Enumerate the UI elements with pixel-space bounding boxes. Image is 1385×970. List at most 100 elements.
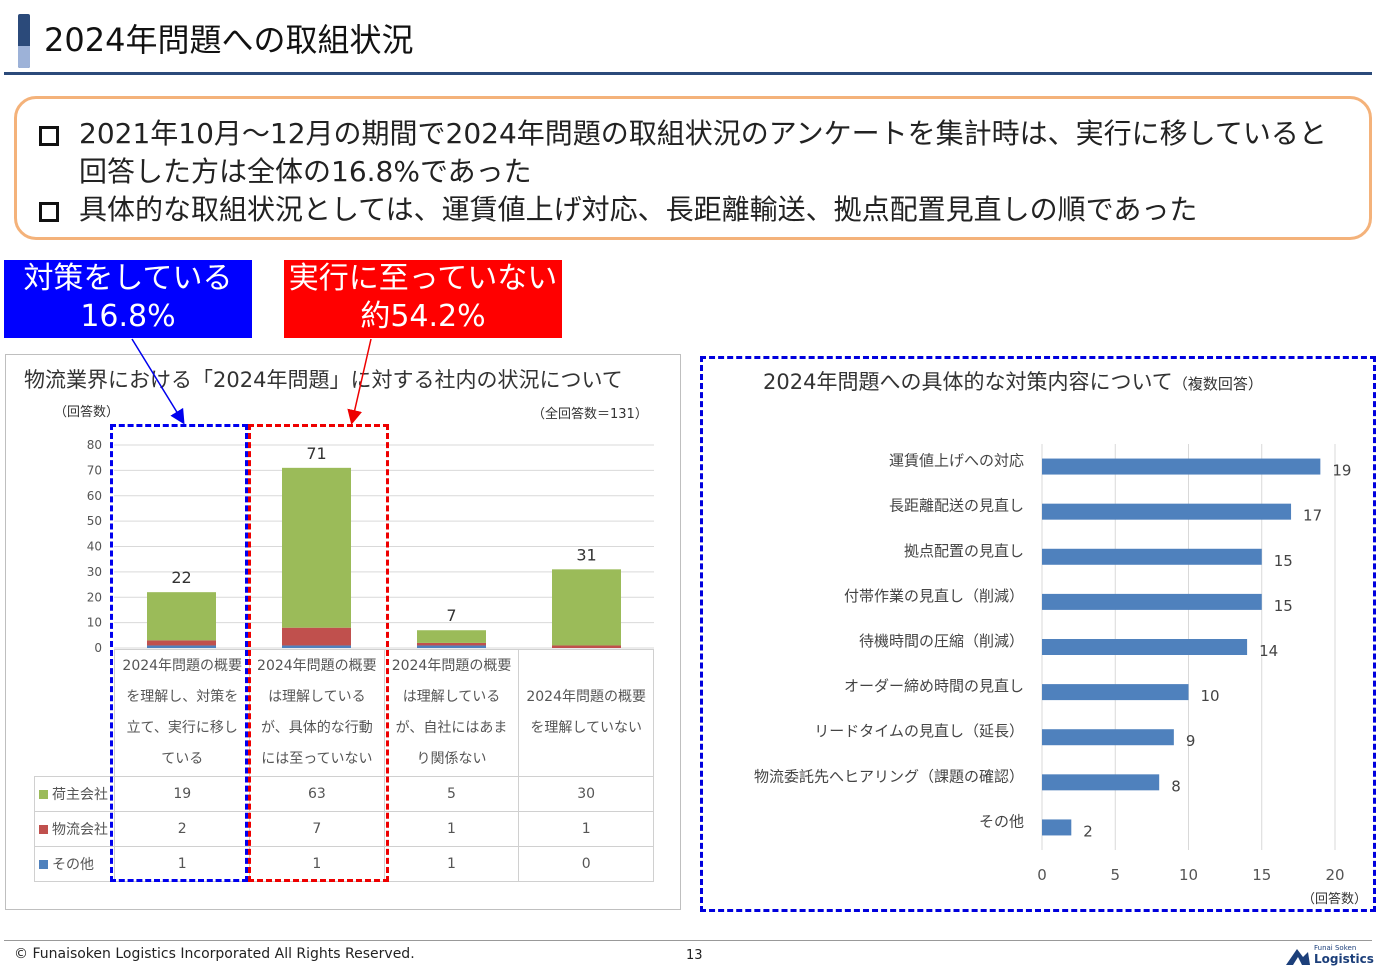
category-label-line: が、自社にはあま bbox=[395, 720, 508, 736]
category-label-line: ている bbox=[161, 751, 204, 767]
category-label: 物流委託先へヒアリング（課題の確認） bbox=[754, 767, 1024, 785]
bar-total-label: 71 bbox=[306, 444, 326, 463]
title-accent-bar bbox=[18, 14, 30, 68]
y-tick-label: 0 bbox=[94, 641, 102, 655]
category-label: 付帯作業の見直し（削減） bbox=[844, 587, 1024, 605]
brand-main-text: Logistics bbox=[1314, 952, 1374, 966]
title-underline bbox=[4, 72, 1372, 75]
bar-total-label: 22 bbox=[171, 568, 191, 587]
bar-segment bbox=[552, 645, 621, 648]
arrow-red bbox=[347, 338, 372, 425]
table-cell-value: 1 bbox=[249, 846, 385, 882]
series-legend: 物流会社 bbox=[33, 811, 116, 847]
category-label: 2024年問題の概要 は理解している が、自社にはあま り関係ない bbox=[383, 649, 520, 777]
category-label-line: 2024年問題の概要 bbox=[526, 689, 646, 705]
callout-not-executed: 実行に至っていない 約54.2% bbox=[284, 260, 562, 338]
bar bbox=[1042, 548, 1262, 565]
table-cell-value: 30 bbox=[518, 776, 654, 812]
summary-box: 2021年10月～12月の期間で2024年問題の取組状況のアンケートを集計時は、… bbox=[14, 96, 1372, 240]
legend-swatch bbox=[39, 860, 48, 869]
y-tick-label: 50 bbox=[87, 514, 102, 528]
summary-bullet-text: 具体的な取組状況としては、運賃値上げ対応、長距離輸送、拠点配置見直しの順であった bbox=[79, 193, 1198, 226]
series-name: その他 bbox=[52, 857, 94, 873]
bar bbox=[1042, 639, 1248, 655]
category-label: 2024年問題の概要 を理解していない bbox=[518, 649, 654, 777]
category-label: 2024年問題の概要 は理解している が、具体的な行動 には至っていない bbox=[249, 649, 385, 777]
bar-value-label: 19 bbox=[1332, 462, 1351, 480]
copyright: © Funaisoken Logistics Incorporated All … bbox=[14, 946, 415, 962]
x-tick-label: 20 bbox=[1325, 866, 1344, 884]
y-tick-label: 60 bbox=[87, 489, 102, 503]
category-label-line: を理解し、対策を bbox=[126, 689, 239, 705]
bar-total-label: 31 bbox=[576, 545, 596, 564]
right-chart-title-text: 2024年問題への具体的な対策内容について bbox=[763, 370, 1173, 394]
bar bbox=[1042, 819, 1072, 836]
legend-swatch bbox=[39, 790, 48, 799]
y-tick-label: 20 bbox=[87, 590, 102, 604]
series-legend: その他 bbox=[33, 846, 116, 882]
bar-segment bbox=[417, 645, 486, 648]
category-label-line: は理解している bbox=[402, 689, 501, 705]
square-bullet-icon bbox=[39, 202, 59, 222]
bar-segment bbox=[552, 569, 621, 646]
arrow-blue bbox=[131, 338, 185, 425]
table-cell-value: 19 bbox=[114, 776, 251, 812]
logo-mark-icon bbox=[1286, 949, 1310, 965]
y-tick-label: 70 bbox=[87, 463, 102, 477]
category-label-line: 立て、実行に移し bbox=[126, 720, 238, 736]
table-row: 荷主会社 19 63 5 30 bbox=[33, 776, 654, 812]
footer-rule bbox=[4, 940, 1372, 941]
table-cell-value: 1 bbox=[114, 846, 251, 882]
bar-segment bbox=[147, 592, 216, 641]
bar bbox=[1042, 458, 1321, 475]
category-label: その他 bbox=[979, 812, 1024, 830]
y-tick-label: 40 bbox=[87, 540, 102, 554]
bar-value-label: 10 bbox=[1201, 687, 1220, 705]
bar-segment bbox=[282, 645, 351, 648]
bar-value-label: 14 bbox=[1259, 642, 1278, 660]
brand-logo: Funai Soken Logistics bbox=[1284, 942, 1374, 968]
bar-segment bbox=[417, 630, 486, 643]
x-tick-label: 0 bbox=[1037, 866, 1047, 884]
callout-taking-measures: 対策をしている 16.8% bbox=[4, 260, 252, 338]
page-title: 2024年問題への取組状況 bbox=[44, 21, 414, 59]
y-tick-label: 10 bbox=[87, 616, 102, 630]
category-label: リードタイムの見直し（延長） bbox=[814, 722, 1024, 740]
left-chart-title: 物流業界における「2024年問題」に対する社内の状況について bbox=[24, 368, 623, 392]
category-label-line: は理解している bbox=[268, 689, 366, 705]
right-chart-panel bbox=[700, 356, 1376, 912]
highlight-frame-red bbox=[248, 424, 389, 882]
right-chart-title-note: （複数回答） bbox=[1172, 375, 1263, 393]
brand-small-text: Funai Soken bbox=[1314, 944, 1357, 952]
x-tick-label: 10 bbox=[1179, 866, 1198, 884]
bar-value-label: 15 bbox=[1274, 552, 1293, 570]
category-label-line: り関係ない bbox=[416, 751, 487, 767]
category-label-line: 2024年問題の概要 bbox=[391, 658, 512, 674]
category-label-line: を理解していない bbox=[530, 720, 642, 736]
bar-value-label: 15 bbox=[1274, 597, 1293, 615]
bar-value-label: 17 bbox=[1303, 507, 1322, 525]
summary-bullet-1: 2021年10月～12月の期間で2024年問題の取組状況のアンケートを集計時は、… bbox=[39, 115, 1349, 191]
callout-line: 対策をしている bbox=[23, 261, 233, 296]
table-cell-value: 2 bbox=[114, 811, 251, 847]
table-row: その他 1 1 1 0 bbox=[33, 846, 654, 882]
x-tick-label: 15 bbox=[1252, 866, 1271, 884]
category-label-line: には至っていない bbox=[261, 751, 373, 767]
category-label-line: が、具体的な行動 bbox=[261, 720, 373, 736]
category-label: 長距離配送の見直し bbox=[889, 497, 1024, 515]
callout-percentage: 約54.2% bbox=[360, 299, 486, 334]
summary-bullet-text: 2021年10月～12月の期間で2024年問題の取組状況のアンケートを集計時は、… bbox=[79, 117, 1327, 188]
bar-value-label: 2 bbox=[1083, 822, 1093, 840]
category-label: 拠点配置の見直し bbox=[904, 542, 1024, 560]
category-label: オーダー締め時間の見直し bbox=[844, 677, 1024, 695]
bar-segment bbox=[417, 642, 486, 646]
bar bbox=[1042, 729, 1174, 746]
bar bbox=[1042, 774, 1160, 791]
legend-swatch bbox=[39, 825, 48, 834]
bar bbox=[1042, 503, 1292, 520]
category-label: 2024年問題の概要 を理解し、対策を 立て、実行に移し ている bbox=[114, 649, 251, 777]
page-number: 13 bbox=[686, 948, 703, 963]
